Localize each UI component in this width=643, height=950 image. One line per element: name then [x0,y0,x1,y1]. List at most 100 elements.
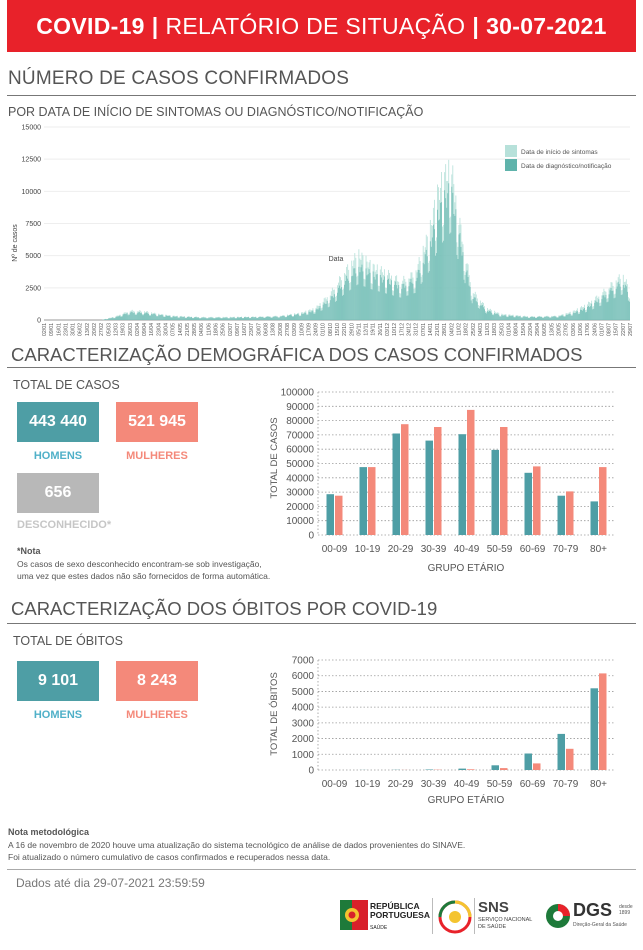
daily-bar [352,275,354,320]
daily-bar [429,241,431,320]
daily-bar [517,316,519,320]
daily-bar [349,290,351,320]
daily-bar [155,314,157,320]
daily-bar [309,311,311,320]
daily-bar [262,316,264,320]
daily-bar [157,316,159,320]
daily-bar [360,267,362,320]
y-tick-label: 0 [37,318,41,325]
daily-bar [255,316,257,320]
daily-bar [158,314,160,320]
daily-bar [605,294,607,320]
daily-bar [258,317,260,320]
daily-bar [585,312,586,320]
daily-bar [573,313,575,320]
daily-bar [303,313,305,320]
daily-bar [494,313,496,320]
daily-bar [284,317,286,320]
x-tick-label: 01/04 [507,323,513,336]
daily-bar [598,299,600,320]
x-axis-label: Data [329,256,344,263]
category-label: 80+ [590,779,607,790]
daily-bar [595,300,597,320]
daily-bar [560,315,562,320]
daily-bar [280,316,282,320]
bar-mulheres [500,768,508,770]
daily-bar [370,289,372,320]
daily-bar [569,313,571,320]
daily-bar [338,287,339,320]
x-tick-label: 13/05 [549,323,555,336]
bar-mulheres [533,763,541,770]
daily-bar [206,318,208,320]
daily-bar [474,297,476,320]
x-tick-label: 15/10 [335,323,341,336]
daily-bar [271,317,273,320]
daily-bar [475,301,477,320]
daily-bar [606,302,608,320]
daily-bar [122,314,124,320]
daily-bar [438,220,439,320]
daily-bar [343,294,344,320]
total-deaths-label: TOTAL DE ÓBITOS [13,634,123,648]
daily-bar [283,316,285,320]
daily-bar [191,317,192,320]
daily-bar [330,296,332,320]
daily-bar [298,314,300,320]
daily-bar [314,313,316,320]
daily-bar [538,316,539,320]
daily-bar [233,317,235,320]
daily-bar [528,318,530,320]
daily-bar [552,316,554,320]
daily-bar [540,317,542,320]
x-tick-label: 11/06 [206,323,212,336]
daily-bar [236,317,238,320]
daily-bar [366,275,368,320]
daily-bar [234,318,236,320]
daily-bar [542,317,544,320]
daily-bar [164,316,166,320]
daily-bar [267,316,269,320]
x-tick-label: 11/02 [457,323,463,336]
x-tick-label: 25/06 [221,323,227,336]
x-tick-label: 27/02 [99,323,105,336]
daily-bar [189,317,191,320]
daily-bar [506,317,508,320]
daily-bar [608,294,610,320]
daily-bar [151,314,153,320]
daily-bar [529,317,531,320]
daily-bar [364,286,366,320]
men-deaths-label: HOMENS [33,709,83,721]
daily-bar [460,246,462,320]
daily-bar [582,310,583,320]
daily-bar [625,286,627,320]
x-tick-label: 07/01 [421,323,427,336]
daily-bar [440,202,441,320]
daily-bar [504,315,506,320]
daily-bar [410,278,412,320]
x-tick-label: 06/08 [264,323,270,336]
daily-bar [541,316,543,320]
daily-bar [557,317,559,320]
daily-bar [455,209,457,320]
daily-bar [168,315,170,320]
sns-line1: SERVIÇO NACIONAL [478,917,533,923]
banner-title: COVID-19 [36,12,145,39]
daily-bar [405,285,407,320]
y-tick-label: 100000 [281,388,315,399]
daily-bar [332,297,334,320]
daily-bar [427,272,429,320]
daily-bar [564,316,566,320]
x-tick-label: 15/07 [614,323,620,336]
daily-bar [286,315,288,320]
daily-bar [411,282,413,320]
daily-bar [140,313,142,320]
daily-bar [614,297,616,320]
daily-bar [139,313,141,320]
daily-bar [363,286,365,320]
daily-bar [248,317,250,320]
daily-bar [381,282,383,320]
banner-separator: | [151,12,159,39]
daily-bar [526,316,528,320]
daily-bar [198,317,200,320]
